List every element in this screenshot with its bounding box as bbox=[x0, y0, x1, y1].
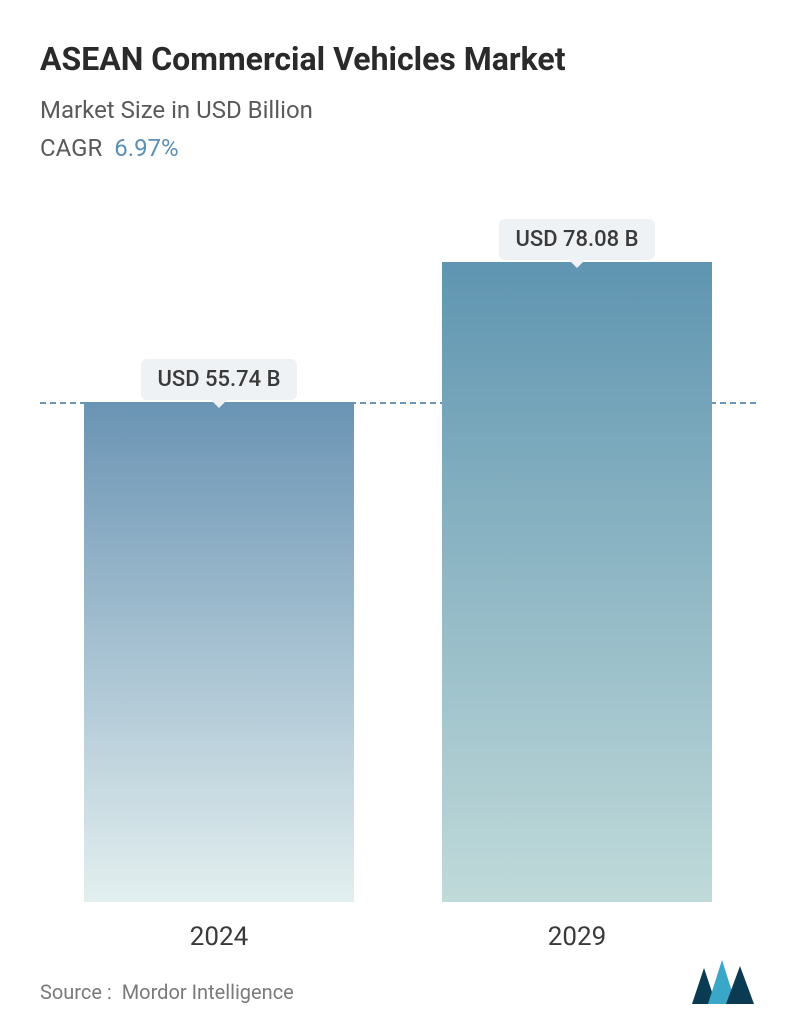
source-name: Mordor Intelligence bbox=[122, 980, 294, 1004]
source-label: Source : bbox=[40, 980, 112, 1004]
x-axis-labels: 2024 2029 bbox=[40, 922, 756, 952]
footer: Source : Mordor Intelligence bbox=[40, 960, 756, 1004]
chart-title: ASEAN Commercial Vehicles Market bbox=[40, 40, 756, 78]
logo-icon bbox=[692, 960, 756, 1004]
bar-2029 bbox=[442, 262, 712, 902]
bar-group-2029: USD 78.08 B bbox=[437, 219, 717, 902]
bar-2024 bbox=[84, 402, 354, 902]
bars-container: USD 55.74 B USD 78.08 B bbox=[40, 202, 756, 902]
value-label-2024: USD 55.74 B bbox=[141, 359, 296, 400]
cagr-value: 6.97% bbox=[114, 134, 178, 162]
bar-group-2024: USD 55.74 B bbox=[79, 359, 359, 902]
chart-subtitle: Market Size in USD Billion bbox=[40, 96, 756, 124]
chart-area: USD 55.74 B USD 78.08 B bbox=[40, 202, 756, 902]
x-label-2024: 2024 bbox=[79, 922, 359, 952]
x-label-2029: 2029 bbox=[437, 922, 717, 952]
value-label-2029: USD 78.08 B bbox=[499, 219, 654, 260]
cagr-label: CAGR bbox=[40, 134, 102, 162]
cagr-row: CAGR 6.97% bbox=[40, 134, 756, 162]
source-text: Source : Mordor Intelligence bbox=[40, 980, 294, 1004]
